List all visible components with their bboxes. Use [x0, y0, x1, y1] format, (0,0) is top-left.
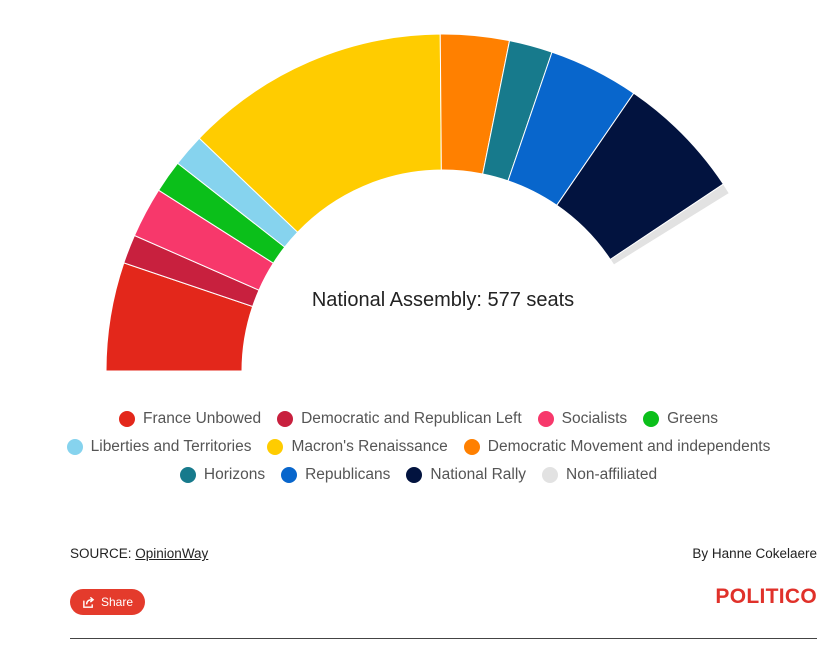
legend-item: Socialists [537, 410, 628, 428]
legend-swatch [542, 467, 559, 483]
legend-swatch [463, 439, 480, 455]
parliament-chart [105, 33, 731, 372]
share-icon [83, 596, 95, 608]
divider [70, 638, 817, 639]
legend-item: National Rally [406, 466, 526, 484]
legend-label: Democratic Movement and independents [487, 438, 771, 455]
legend-swatch [406, 467, 423, 483]
legend-row: France Unbowed Democratic and Republican … [0, 405, 837, 433]
segment-non-affiliated [609, 183, 731, 266]
legend-swatch [281, 467, 298, 483]
legend-swatch [267, 439, 284, 455]
legend-label: Republicans [305, 466, 391, 483]
legend-swatch [537, 411, 554, 427]
legend-item: Non-affiliated [542, 466, 657, 484]
legend-item: Democratic Movement and independents [463, 438, 771, 456]
legend-row: Horizons Republicans National Rally Non-aff… [0, 461, 837, 489]
share-button[interactable]: Share [70, 589, 145, 615]
chart-title: National Assembly: 577 seats [311, 289, 575, 311]
politico-logo: POLITICO [715, 585, 817, 608]
legend-swatch [119, 411, 136, 427]
legend-label: Socialists [561, 410, 628, 427]
legend-swatch [179, 467, 196, 483]
legend-item: France Unbowed [119, 410, 261, 428]
legend-swatch [277, 411, 294, 427]
source-label: SOURCE: [70, 546, 132, 561]
legend-item: Horizons [179, 466, 266, 484]
legend-label: France Unbowed [143, 410, 262, 427]
legend-label: Democratic and Republican Left [301, 410, 522, 427]
legend-item: Liberties and Territories [66, 438, 252, 456]
share-label: Share [100, 595, 134, 609]
legend-label: Greens [667, 410, 718, 427]
legend-item: Macron's Renaissance [267, 438, 448, 456]
legend-label: Horizons [203, 466, 266, 483]
legend-label: Macron's Renaissance [291, 438, 448, 455]
legend-item: Greens [643, 410, 718, 428]
source-line: SOURCE: OpinionWay [70, 546, 208, 561]
source-link[interactable]: OpinionWay [135, 546, 209, 561]
legend-label: Non-affiliated [566, 466, 658, 483]
legend: France Unbowed Democratic and Republican … [0, 405, 837, 489]
legend-item: Republicans [281, 466, 390, 484]
byline: By Hanne Cokelaere [692, 546, 817, 561]
legend-item: Democratic and Republican Left [277, 410, 522, 428]
legend-swatch [66, 439, 83, 455]
legend-swatch [643, 411, 660, 427]
legend-label: National Rally [430, 466, 527, 483]
legend-row: Liberties and Territories Macron's Renais… [0, 433, 837, 461]
legend-label: Liberties and Territories [90, 438, 252, 455]
